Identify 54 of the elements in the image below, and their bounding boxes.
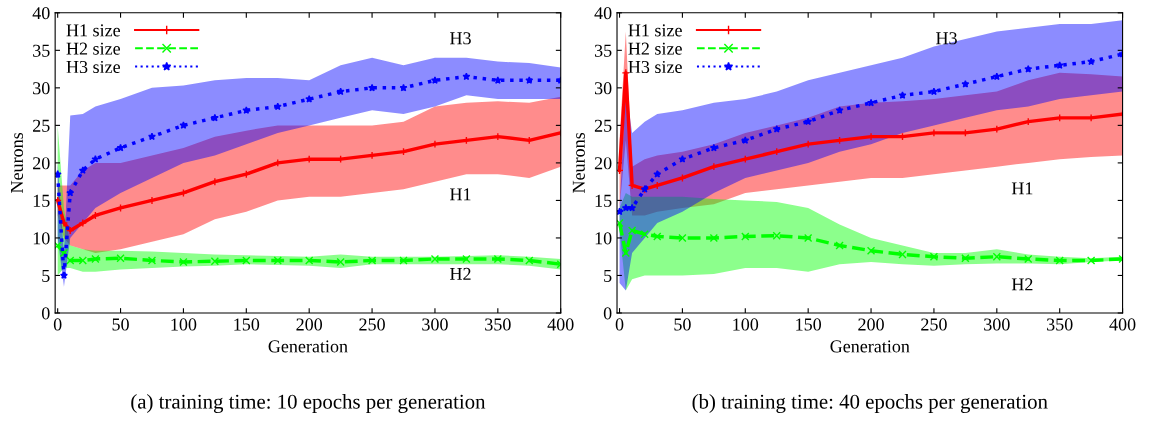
x-tick-label: 150 <box>234 318 260 331</box>
x-tick-label: 50 <box>674 318 691 331</box>
y-axis-title: Neurons <box>572 132 585 193</box>
text: (b) training time: 40 epochs per generation <box>692 394 1048 413</box>
text: (a) training time: 10 epochs per generation <box>131 394 486 413</box>
y-tick-label: 15 <box>33 194 50 207</box>
annotation: H2 <box>1011 278 1033 291</box>
y-tick-label: 10 <box>33 232 50 245</box>
y-tick-label: 5 <box>42 269 50 282</box>
y-tick-label: 30 <box>594 82 612 95</box>
y-tick-label: 20 <box>594 157 612 170</box>
y-tick-label: 15 <box>595 194 612 207</box>
x-axis-title: Generation <box>268 340 348 353</box>
y-tick-label: 25 <box>594 119 612 132</box>
annotation: H1 <box>1011 182 1033 195</box>
legend-label: H2 size <box>66 42 121 55</box>
x-tick-label: 400 <box>1109 318 1136 331</box>
x-tick-label: 350 <box>1047 318 1073 331</box>
x-tick-label: 50 <box>112 318 129 331</box>
x-tick-label: 0 <box>53 318 62 331</box>
y-tick-label: 30 <box>33 82 50 95</box>
x-tick-label: 100 <box>733 318 759 331</box>
y-tick-label: 5 <box>604 269 612 282</box>
annotation: H3 <box>450 32 471 45</box>
x-tick-label: 200 <box>858 318 884 331</box>
y-axis-title: Neurons <box>11 132 24 193</box>
y-tick-label: 0 <box>41 307 50 320</box>
y-tick-label: 35 <box>594 44 612 57</box>
x-tick-label: 200 <box>296 318 323 331</box>
legend-label: H2 size <box>628 42 682 55</box>
x-tick-label: 250 <box>359 318 385 331</box>
legend-label: H3 size <box>628 60 682 74</box>
y-tick-label: 40 <box>594 7 612 20</box>
x-tick-label: 300 <box>422 318 448 331</box>
y-tick-label: 0 <box>603 307 612 320</box>
x-tick-label: 350 <box>485 318 511 331</box>
x-tick-label: 250 <box>921 318 947 331</box>
y-tick-label: 20 <box>33 157 50 170</box>
y-tick-label: 10 <box>595 232 612 245</box>
x-tick-label: 300 <box>984 318 1010 331</box>
y-tick-label: 25 <box>33 119 50 132</box>
legend-label: H3 size <box>66 60 121 74</box>
legend-label: H1 size <box>66 24 121 37</box>
legend-label: H1 size <box>628 24 682 37</box>
x-tick-label: 400 <box>547 318 574 331</box>
x-axis-title: Generation <box>830 340 910 353</box>
x-tick-label: 100 <box>171 318 197 331</box>
annotation: H3 <box>936 32 957 45</box>
x-tick-label: 0 <box>615 318 624 331</box>
y-tick-label: 35 <box>33 44 50 57</box>
y-tick-label: 40 <box>32 7 50 20</box>
x-tick-label: 150 <box>796 318 822 331</box>
annotation: H2 <box>450 267 471 280</box>
annotation: H1 <box>450 188 471 201</box>
